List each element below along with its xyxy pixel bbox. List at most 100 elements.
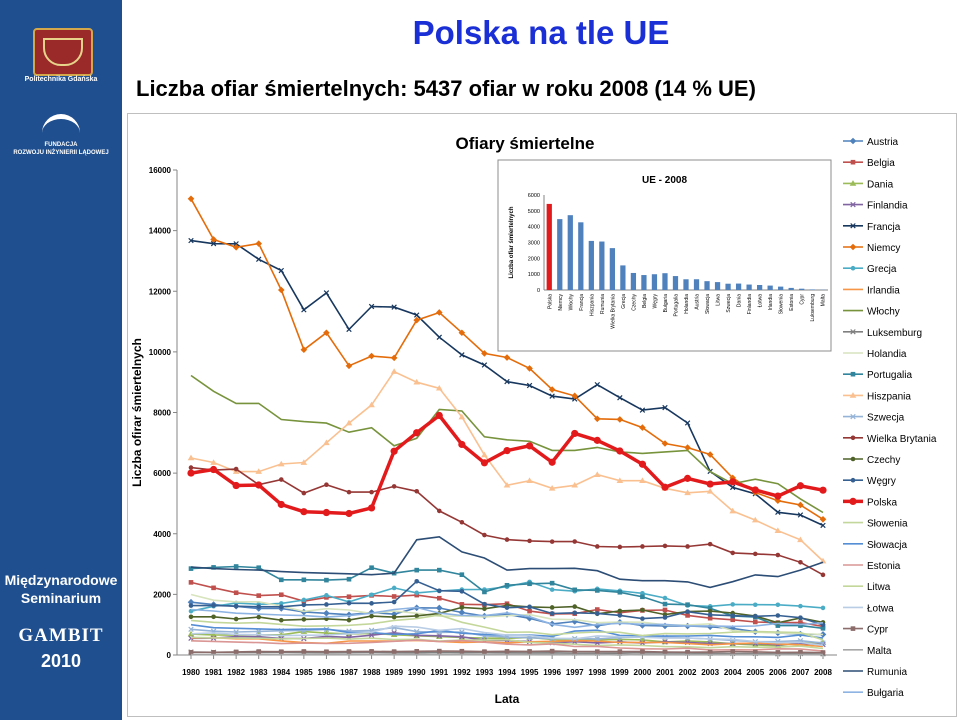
data-point-portugalia [572,587,578,593]
data-point-polska [706,480,714,488]
data-point-francja [684,420,691,426]
data-point-polska [255,481,263,489]
data-point-niemcy [368,352,375,360]
data-point-belgia [707,615,713,621]
legend-item-francja: Francja [843,222,901,233]
data-point-czechy [572,604,578,609]
series-wielka-brytania [188,465,826,578]
data-point-wielka-brytania [482,532,487,538]
data-point-wegry [391,599,397,605]
data-point-polska [480,459,489,467]
legend-swatch-marker [850,265,856,271]
data-point-polska [367,504,376,512]
inset-bar-szwecja [725,283,731,290]
data-point-wegry [640,616,645,621]
legend-item-wielka-brytania: Wielka Brytania [843,434,937,445]
data-point-francja [413,312,420,318]
data-point-czechy [414,613,420,619]
data-point-wegry [752,613,758,619]
data-point-hiszpania [323,439,330,446]
inset-x-tick-label: Portugalia [673,294,679,317]
inset-bar-hiszpania [588,240,594,290]
data-point-belgia [798,620,803,625]
data-point-polska [390,447,398,455]
data-point-wielka-brytania [346,489,352,495]
data-point-francja [368,303,375,310]
data-point-niemcy [390,354,398,362]
data-point-hiszpania [797,536,804,543]
data-point-polska [593,436,601,444]
inset-bar-litwa [714,282,721,290]
data-point-wielka-brytania [233,466,239,472]
data-point-wielka-brytania [391,484,397,489]
legend-swatch-marker [850,329,856,335]
legend-label: Słowenia [867,519,908,530]
inset-bar-belgia [641,275,647,290]
data-point-austria [435,604,443,612]
legend-label: Malta [867,646,892,657]
data-point-portugalia [482,589,487,595]
x-tick-label: 1985 [295,668,313,677]
data-point-polska [525,442,534,450]
data-point-cypr [572,649,578,654]
series-wegry [188,578,826,628]
inset-bar-grecja [620,265,626,290]
data-point-niemcy [571,392,579,400]
data-point-wielka-brytania [798,559,803,565]
legend-label: Finlandia [867,201,908,212]
data-point-francja [210,240,217,247]
data-point-cypr [662,649,668,655]
data-point-hiszpania [639,477,646,484]
data-point-czechy [369,613,374,619]
inset-bar-bulgaria [662,273,668,290]
data-point-polska [751,486,759,494]
foundation-arch-logo [42,114,80,139]
legend-label: Szwecja [867,413,905,424]
legend-swatch-marker [849,392,857,398]
data-point-grecja [369,592,374,598]
data-point-wegry [459,589,465,594]
y-tick-label: 16000 [149,166,172,175]
data-point-grecja [414,590,420,596]
data-point-cypr [775,650,781,655]
data-point-niemcy [435,309,443,316]
data-point-polska [277,500,285,509]
legend-label: Wielka Brytania [867,434,937,445]
data-point-hiszpania [503,481,511,488]
data-point-wielka-brytania [324,482,329,488]
data-point-cypr [414,649,420,654]
chart-title: Ofiary śmiertelne [456,134,595,153]
inset-bar-wegry [651,274,658,290]
data-point-wielka-brytania [752,551,758,557]
inset-bar-wielka-brytania [609,248,615,290]
data-point-portugalia [685,602,690,607]
legend-swatch-marker [849,137,857,145]
legend-item-slowenia: Słowenia [843,519,908,530]
inset-x-tick-label: Wielka Brytania [610,294,616,329]
legend-swatch-marker [849,180,857,186]
data-point-grecja [752,602,758,608]
y-tick-label: 2000 [153,590,171,599]
data-point-niemcy [481,350,488,357]
data-point-szwecja [594,636,601,642]
data-point-wielka-brytania [504,537,510,542]
legend-item-grecja: Grecja [843,264,897,275]
data-point-belgia [730,617,736,623]
data-point-belgia [436,595,442,601]
series-cypr [188,648,826,655]
legend-label: Węgry [867,476,896,487]
legend-label: Grecja [867,264,897,275]
series-lotwa [190,625,824,647]
data-point-hiszpania [413,378,421,385]
data-point-cypr [820,650,826,655]
data-point-cypr [640,649,645,654]
data-point-niemcy [797,501,804,509]
legend-label: Niemcy [867,243,900,254]
data-point-polska [683,474,692,482]
data-point-portugalia [436,567,442,573]
inset-bar-dania [735,283,742,290]
data-point-grecja [391,585,397,591]
data-point-wielka-brytania [459,519,465,525]
inset-x-tick-label: Irlandia [768,294,774,311]
inset-bar-luksemburg [809,289,815,290]
